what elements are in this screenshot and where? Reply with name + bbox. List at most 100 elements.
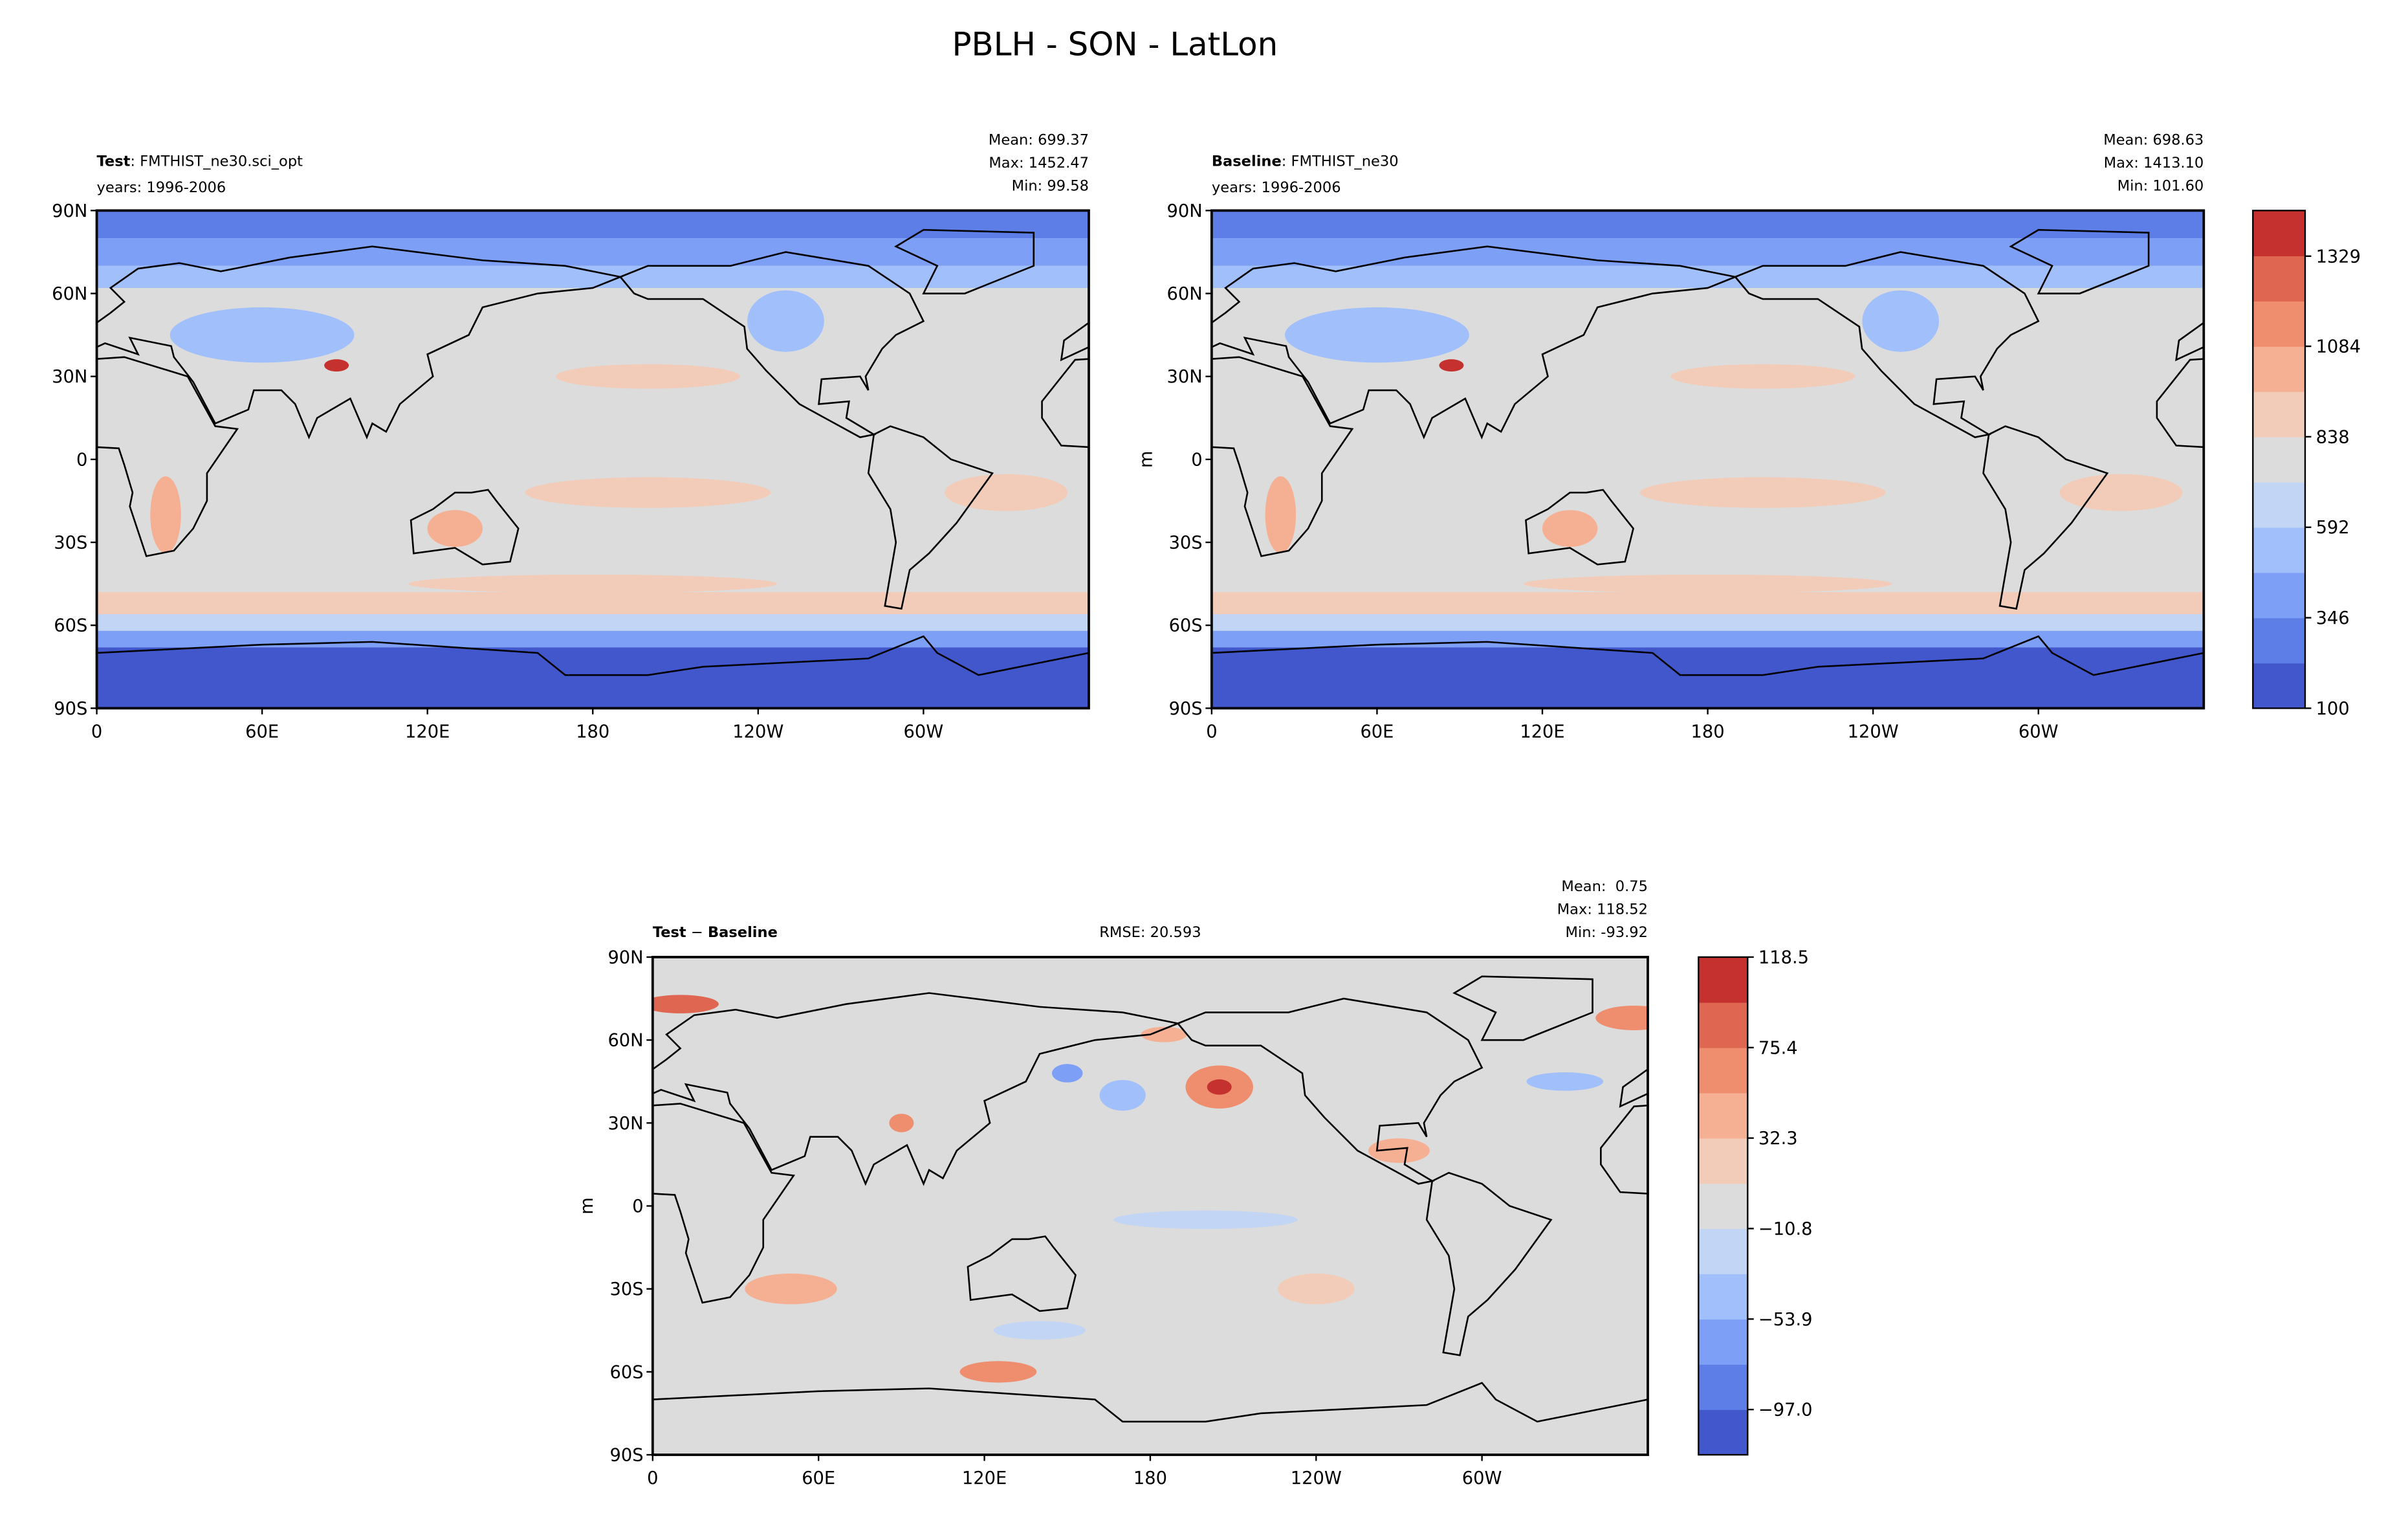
- colorbar-segment: [2253, 346, 2305, 392]
- panel-stat: Max: 1413.10: [2104, 155, 2204, 171]
- panel-stat: Min: 99.58: [1012, 177, 1089, 194]
- map: [96, 210, 1089, 709]
- y-tick-label: 30S: [54, 533, 87, 553]
- panel-title-part: : FMTHIST_ne30: [1282, 153, 1399, 170]
- x-tick-label: 120W: [1291, 1468, 1342, 1488]
- field-band: [96, 614, 1089, 631]
- x-tick-label: 120E: [405, 722, 450, 742]
- coastline: [432, 1173, 556, 1355]
- y-tick-label: 90N: [607, 947, 643, 967]
- field-blob: [993, 1321, 1086, 1340]
- field-band: [1211, 647, 2204, 709]
- colorbar-tick-label: 1329: [2316, 247, 2361, 267]
- x-tick-label: 60E: [802, 1468, 835, 1488]
- colorbar-tick-label: 592: [2316, 518, 2350, 538]
- map: [0, 956, 2071, 1455]
- coastline: [1211, 356, 1354, 557]
- y-tick-label: 90N: [1167, 201, 1203, 221]
- field-band: [96, 210, 1089, 239]
- y-tick-label: 90S: [54, 699, 87, 719]
- x-tick-label: 0: [1206, 722, 1217, 742]
- field-band: [96, 265, 1089, 288]
- y-tick-label: 0: [632, 1197, 643, 1217]
- panel-stat: Max: 1452.47: [989, 155, 1089, 171]
- map: [1211, 210, 2204, 709]
- y-tick-label: 30N: [1167, 367, 1203, 387]
- coastline: [1525, 489, 1634, 566]
- y-tick-label: 60N: [1167, 284, 1203, 304]
- colorbar-tick-label: 100: [2316, 699, 2350, 719]
- panel-stat: Max: 118.52: [1557, 901, 1648, 918]
- y-tick-label: 90S: [1169, 699, 1203, 719]
- x-tick-label: 120E: [1520, 722, 1564, 742]
- y-tick-label: 60S: [54, 616, 87, 636]
- colorbar-segment: [2253, 301, 2305, 347]
- x-tick-label: 60W: [904, 722, 944, 742]
- field-blob: [1368, 1138, 1430, 1164]
- colorbar-tick-label: −97.0: [1758, 1400, 1813, 1420]
- colorbar-frame: [2252, 210, 2306, 709]
- field-blob: [556, 364, 740, 389]
- panel-title-part: Test: [97, 153, 131, 170]
- field-blob: [1113, 1210, 1298, 1230]
- field-band: [1211, 238, 2204, 266]
- coastline: [96, 652, 98, 709]
- y-tick-label: 90S: [610, 1446, 644, 1466]
- panel-title-part: −: [686, 924, 708, 941]
- coastline: [1982, 425, 2109, 610]
- panel-title: Test − Baseline: [653, 924, 778, 941]
- colorbar-segment: [2253, 572, 2305, 619]
- coastline: [652, 1398, 654, 1455]
- field-band: [1211, 591, 2204, 615]
- colorbar-tick-label: 1084: [2316, 337, 2361, 357]
- colorbar-segment: [2253, 210, 2305, 256]
- y-tick-label: 30N: [607, 1114, 643, 1134]
- colorbar-tick-label: 75.4: [1758, 1038, 1798, 1058]
- y-tick-label: 30N: [52, 367, 87, 387]
- field-band: [1211, 614, 2204, 631]
- x-tick-label: 60E: [245, 722, 279, 742]
- colorbar-tick-label: 838: [2316, 427, 2350, 447]
- x-tick-label: 0: [647, 1468, 658, 1488]
- panel-title: Test: FMTHIST_ne30.sci_opt: [97, 153, 303, 170]
- coastline: [96, 635, 1089, 709]
- field-blob: [150, 476, 181, 553]
- x-tick-label: 180: [576, 722, 609, 742]
- y-tick-label: 60N: [52, 284, 87, 304]
- y-tick-label: 30S: [610, 1279, 644, 1299]
- y-axis-label: m: [1136, 451, 1156, 469]
- coastline: [967, 1235, 1077, 1312]
- colorbar-segment: [1698, 1364, 1748, 1410]
- coastline: [1211, 635, 2204, 709]
- field-band: [96, 591, 1089, 615]
- coastline: [867, 425, 994, 610]
- x-tick-label: 60E: [1360, 722, 1394, 742]
- field-blob: [1595, 1005, 1648, 1030]
- panel-years: years: 1996-2006: [1212, 179, 1341, 196]
- colorbar-tick-label: 118.5: [1758, 947, 1809, 967]
- colorbar-segment: [2253, 527, 2305, 573]
- colorbar-segment: [1698, 1183, 1748, 1230]
- x-tick-label: 120E: [962, 1468, 1007, 1488]
- y-tick-label: 60S: [610, 1362, 644, 1382]
- coastline: [96, 245, 624, 440]
- panel-stat: Min: 101.60: [2118, 177, 2204, 194]
- colorbar-tick-label: −10.8: [1758, 1219, 1813, 1239]
- x-tick-label: 180: [1133, 1468, 1167, 1488]
- coastline: [1211, 245, 1738, 440]
- field-blob: [1439, 359, 1464, 372]
- colorbar-segment: [1698, 1047, 1748, 1094]
- field-blob: [889, 1114, 914, 1132]
- colorbar-tick-label: 346: [2316, 608, 2350, 628]
- coastline: [410, 489, 520, 566]
- coastline: [0, 1237, 80, 1311]
- colorbar-segment: [2253, 617, 2305, 664]
- field-blob: [1670, 364, 1855, 389]
- x-tick-label: 180: [1691, 722, 1725, 742]
- field-blob: [324, 359, 349, 372]
- coastline: [1963, 1237, 2071, 1311]
- colorbar-segment: [1698, 1409, 1748, 1455]
- y-tick-label: 30S: [1169, 533, 1203, 553]
- field-blob: [1207, 1079, 1232, 1095]
